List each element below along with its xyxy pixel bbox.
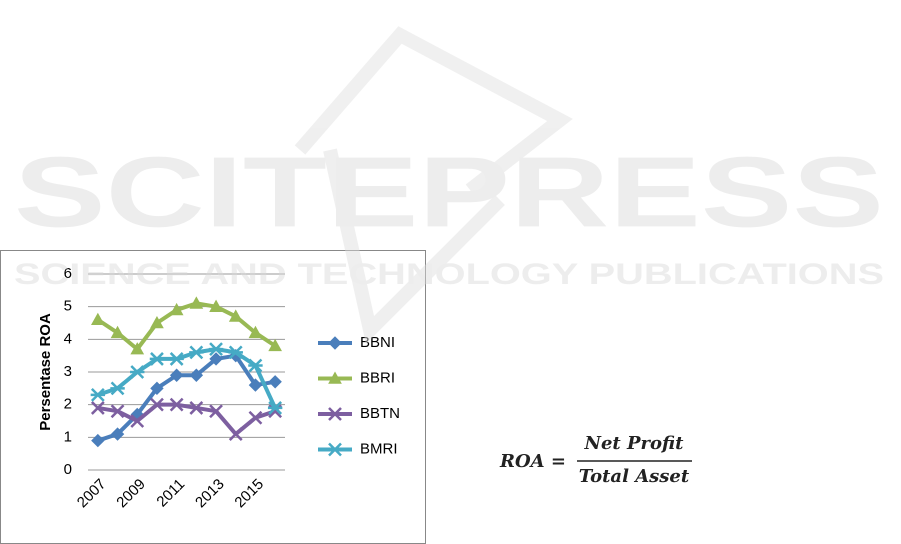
series-line: [97, 353, 276, 443]
data-point: [150, 381, 164, 396]
data-point: [91, 312, 105, 326]
data-point: [189, 345, 204, 360]
data-point: [248, 410, 263, 425]
series-line: [97, 347, 277, 409]
series-line: [96, 301, 277, 352]
x-tick-label: 2007: [74, 476, 110, 512]
data-point: [130, 342, 145, 355]
y-tick-label: 4: [64, 330, 72, 347]
y-tick-label: 6: [64, 265, 72, 282]
data-point: [209, 299, 223, 312]
data-point: [110, 427, 125, 441]
legend-marker: [327, 442, 343, 457]
formula-lhs: ROA =: [499, 451, 566, 472]
data-point: [91, 433, 105, 448]
legend-marker: [328, 336, 342, 350]
watermark: SCITEPRESS SCIENCE AND TECHNOLOGY PUBLIC…: [14, 26, 884, 344]
y-tick-label: 2: [64, 396, 72, 413]
data-point: [90, 401, 105, 415]
data-point: [169, 302, 184, 316]
data-point: [268, 338, 282, 352]
legend-entry: BMRI: [318, 440, 398, 457]
legend-entry: BBNI: [318, 334, 395, 351]
data-point: [228, 345, 243, 360]
x-tick-label: 2013: [192, 476, 228, 512]
legend-marker: [328, 407, 342, 421]
data-point: [248, 325, 263, 339]
watermark-logo: [294, 26, 573, 344]
x-tick-label: 2009: [113, 476, 149, 512]
data-point: [228, 309, 243, 322]
data-point: [189, 368, 204, 382]
y-tick-label: 3: [64, 363, 72, 380]
data-point: [149, 352, 165, 366]
data-point: [110, 404, 125, 419]
data-point: [169, 368, 184, 382]
data-point: [267, 401, 283, 415]
legend-entry: BBTN: [318, 405, 400, 422]
data-point: [228, 427, 243, 441]
legend-label: BBNI: [360, 334, 395, 351]
legend-label: BBRI: [360, 369, 395, 386]
watermark-title: SCITEPRESS: [14, 136, 884, 248]
data-point: [208, 342, 224, 357]
plot: 0 1 2 3 4 5 6 2007 2009 2011 2013 2015 BBNI BBRI BBTN B…: [64, 265, 400, 511]
formula-numerator: Net Profit: [584, 433, 685, 454]
data-point: [110, 325, 125, 339]
y-tick-label: 5: [64, 298, 72, 315]
data-point: [150, 397, 164, 412]
data-point: [169, 352, 184, 366]
legend-label: BBTN: [360, 405, 400, 422]
x-tick-label: 2015: [231, 476, 267, 512]
y-tick-label: 1: [64, 428, 72, 445]
y-axis-label: Persentase ROA: [37, 313, 54, 431]
data-point: [268, 375, 282, 389]
legend-marker: [328, 371, 342, 384]
data-point: [130, 365, 145, 379]
data-point: [189, 296, 204, 309]
data-point: [130, 414, 145, 428]
data-point: [110, 381, 125, 396]
data-point: [189, 401, 204, 415]
data-point: [150, 315, 164, 329]
series-line: [97, 402, 276, 437]
data-point: [248, 378, 263, 392]
legend-label: BMRI: [360, 440, 398, 457]
x-tick-label: 2011: [153, 476, 188, 511]
data-point: [90, 387, 106, 402]
y-tick-label: 0: [64, 461, 72, 478]
data-point: [209, 404, 223, 419]
data-point: [248, 358, 263, 373]
legend-entry: BBRI: [318, 369, 395, 386]
data-point: [169, 397, 184, 412]
formula-denominator: Total Asset: [579, 466, 690, 487]
data-point: [209, 352, 223, 366]
